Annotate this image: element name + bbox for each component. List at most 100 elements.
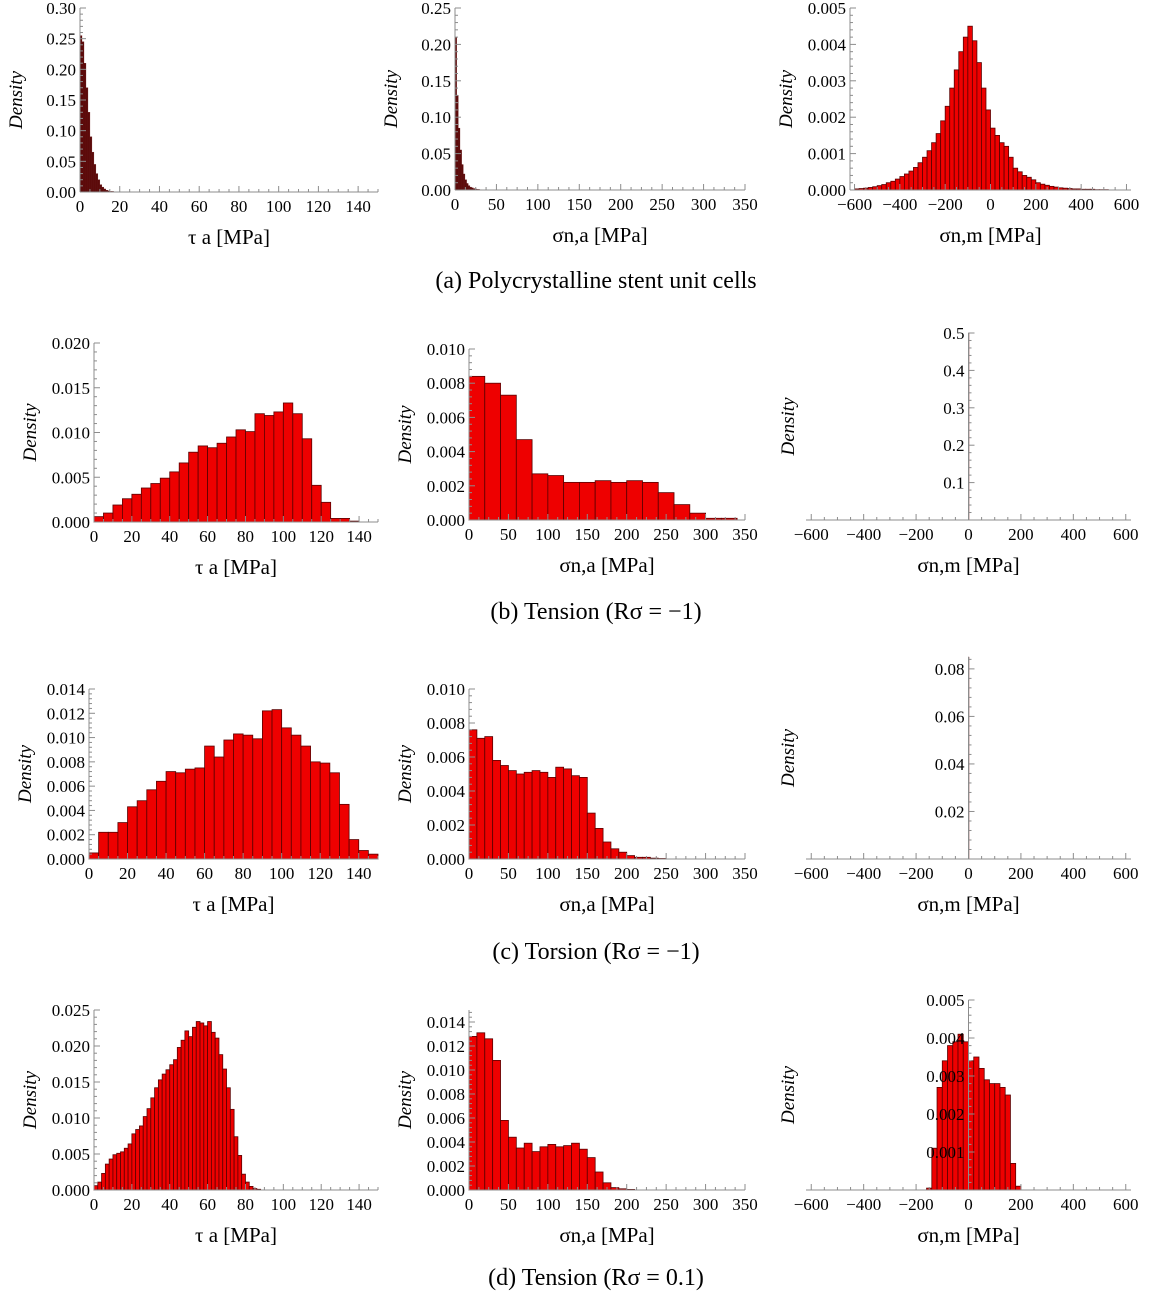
y-tick-label: 0.006 <box>427 1109 465 1128</box>
y-tick-label: 0.012 <box>427 1037 465 1056</box>
bar <box>112 504 123 523</box>
y-tick-label: 0.000 <box>427 1181 465 1200</box>
bar <box>981 87 987 191</box>
y-tick-label: 0.04 <box>935 755 965 774</box>
bar <box>127 1143 133 1191</box>
bar <box>555 1146 565 1191</box>
bar <box>971 40 978 191</box>
x-axis-label: σn,m [MPa] <box>917 1223 1019 1247</box>
x-tick-label: 40 <box>161 527 178 546</box>
x-tick-label: 600 <box>1113 525 1139 544</box>
y-tick-label: 0.006 <box>427 408 465 427</box>
x-tick-label: 80 <box>237 527 254 546</box>
x-tick-label: 200 <box>614 525 640 544</box>
x-tick-label: 100 <box>535 525 561 544</box>
bar <box>89 136 93 193</box>
x-tick-label: 300 <box>691 195 717 214</box>
y-tick-label: 0.015 <box>52 1073 90 1092</box>
bar <box>973 1056 980 1191</box>
bar <box>463 173 466 191</box>
bar <box>894 178 901 191</box>
y-tick-label: 0.000 <box>808 181 846 200</box>
y-tick-label: 0.000 <box>427 511 465 530</box>
bar <box>935 133 942 191</box>
caption-a: (a) Polycrystalline stent unit cells <box>435 268 756 294</box>
x-tick-label: −200 <box>899 1195 934 1214</box>
bar <box>990 127 996 191</box>
bar <box>1035 182 1041 191</box>
bar <box>157 1079 163 1191</box>
y-tick-label: 0.20 <box>421 35 451 54</box>
bar <box>213 756 225 860</box>
x-tick-label: 0 <box>465 864 474 883</box>
bar <box>329 772 340 860</box>
y-tick-label: 0.002 <box>427 1157 465 1176</box>
y-tick-label: 0.00 <box>46 183 76 202</box>
y-axis-label: Density <box>778 728 799 788</box>
x-tick-label: 80 <box>230 197 247 216</box>
bar <box>154 1087 159 1191</box>
bar <box>142 1116 148 1191</box>
y-tick-label: 0.014 <box>47 680 86 699</box>
y-axis-label: Density <box>395 744 416 804</box>
y-tick-label: 0.014 <box>427 1013 466 1032</box>
bar <box>180 1039 186 1191</box>
bar <box>263 415 275 523</box>
bar <box>175 772 186 860</box>
y-tick-label: 0.004 <box>808 35 847 54</box>
bar <box>563 1145 572 1191</box>
y-tick-label: 0.1 <box>943 474 964 493</box>
bar <box>241 1173 246 1191</box>
y-tick-label: 0.08 <box>935 660 965 679</box>
bar <box>282 402 294 523</box>
chart-a2: 0 50 100 150 200 250 300 350 0.00 0.05 0.10 0.15 0.2… <box>381 0 758 247</box>
bar <box>199 1022 205 1191</box>
bar <box>245 431 256 523</box>
x-tick-label: −400 <box>846 864 881 883</box>
bar <box>1012 167 1019 191</box>
bar <box>944 105 951 191</box>
bar <box>91 151 95 193</box>
x-axis-label: σn,a [MPa] <box>552 223 647 247</box>
x-tick-label: 100 <box>271 527 297 546</box>
bar <box>594 1171 604 1191</box>
bar <box>571 775 580 860</box>
x-tick-label: −400 <box>846 1195 881 1214</box>
y-tick-label: 0.5 <box>943 324 964 343</box>
x-tick-label: 50 <box>500 1195 517 1214</box>
bar <box>940 120 946 191</box>
bar <box>194 767 205 860</box>
bar <box>1015 1185 1022 1191</box>
x-tick-label: 200 <box>608 195 634 214</box>
bar <box>311 484 322 523</box>
x-axis-label: τ a [MPa] <box>193 892 275 916</box>
bar <box>466 183 469 191</box>
x-axis-label: σn,m [MPa] <box>917 892 1019 916</box>
y-tick-label: 0.000 <box>47 850 85 869</box>
bar <box>235 429 246 523</box>
y-tick-label: 0.005 <box>926 991 964 1010</box>
bar <box>146 789 157 860</box>
x-axis-label: σn,a [MPa] <box>559 1223 654 1247</box>
y-tick-label: 0.008 <box>427 374 465 393</box>
bar <box>140 487 152 523</box>
bar <box>563 768 572 860</box>
bar <box>188 1036 193 1191</box>
bar <box>204 745 215 860</box>
bar <box>917 162 923 191</box>
x-tick-label: 120 <box>307 864 333 883</box>
x-tick-label: 20 <box>123 527 140 546</box>
y-tick-label: 0.004 <box>427 782 466 801</box>
chart-d1: 0 20 40 60 80 100 120 140 0.000 0.005 0.010 0.015 0.… <box>20 1001 379 1247</box>
x-tick-label: 20 <box>123 1195 140 1214</box>
bar <box>626 480 643 521</box>
x-tick-label: −200 <box>899 864 934 883</box>
bar <box>156 780 167 860</box>
x-tick-label: 40 <box>158 864 175 883</box>
y-tick-label: 0.3 <box>943 399 964 418</box>
bar <box>271 709 283 860</box>
x-tick-label: 0 <box>964 525 973 544</box>
chart-c1: 0 20 40 60 80 100 120 140 0.000 0.002 0.004 0.006 0.… <box>15 680 379 916</box>
y-tick-label: 0.025 <box>52 1001 90 1020</box>
x-tick-label: 150 <box>567 195 593 214</box>
